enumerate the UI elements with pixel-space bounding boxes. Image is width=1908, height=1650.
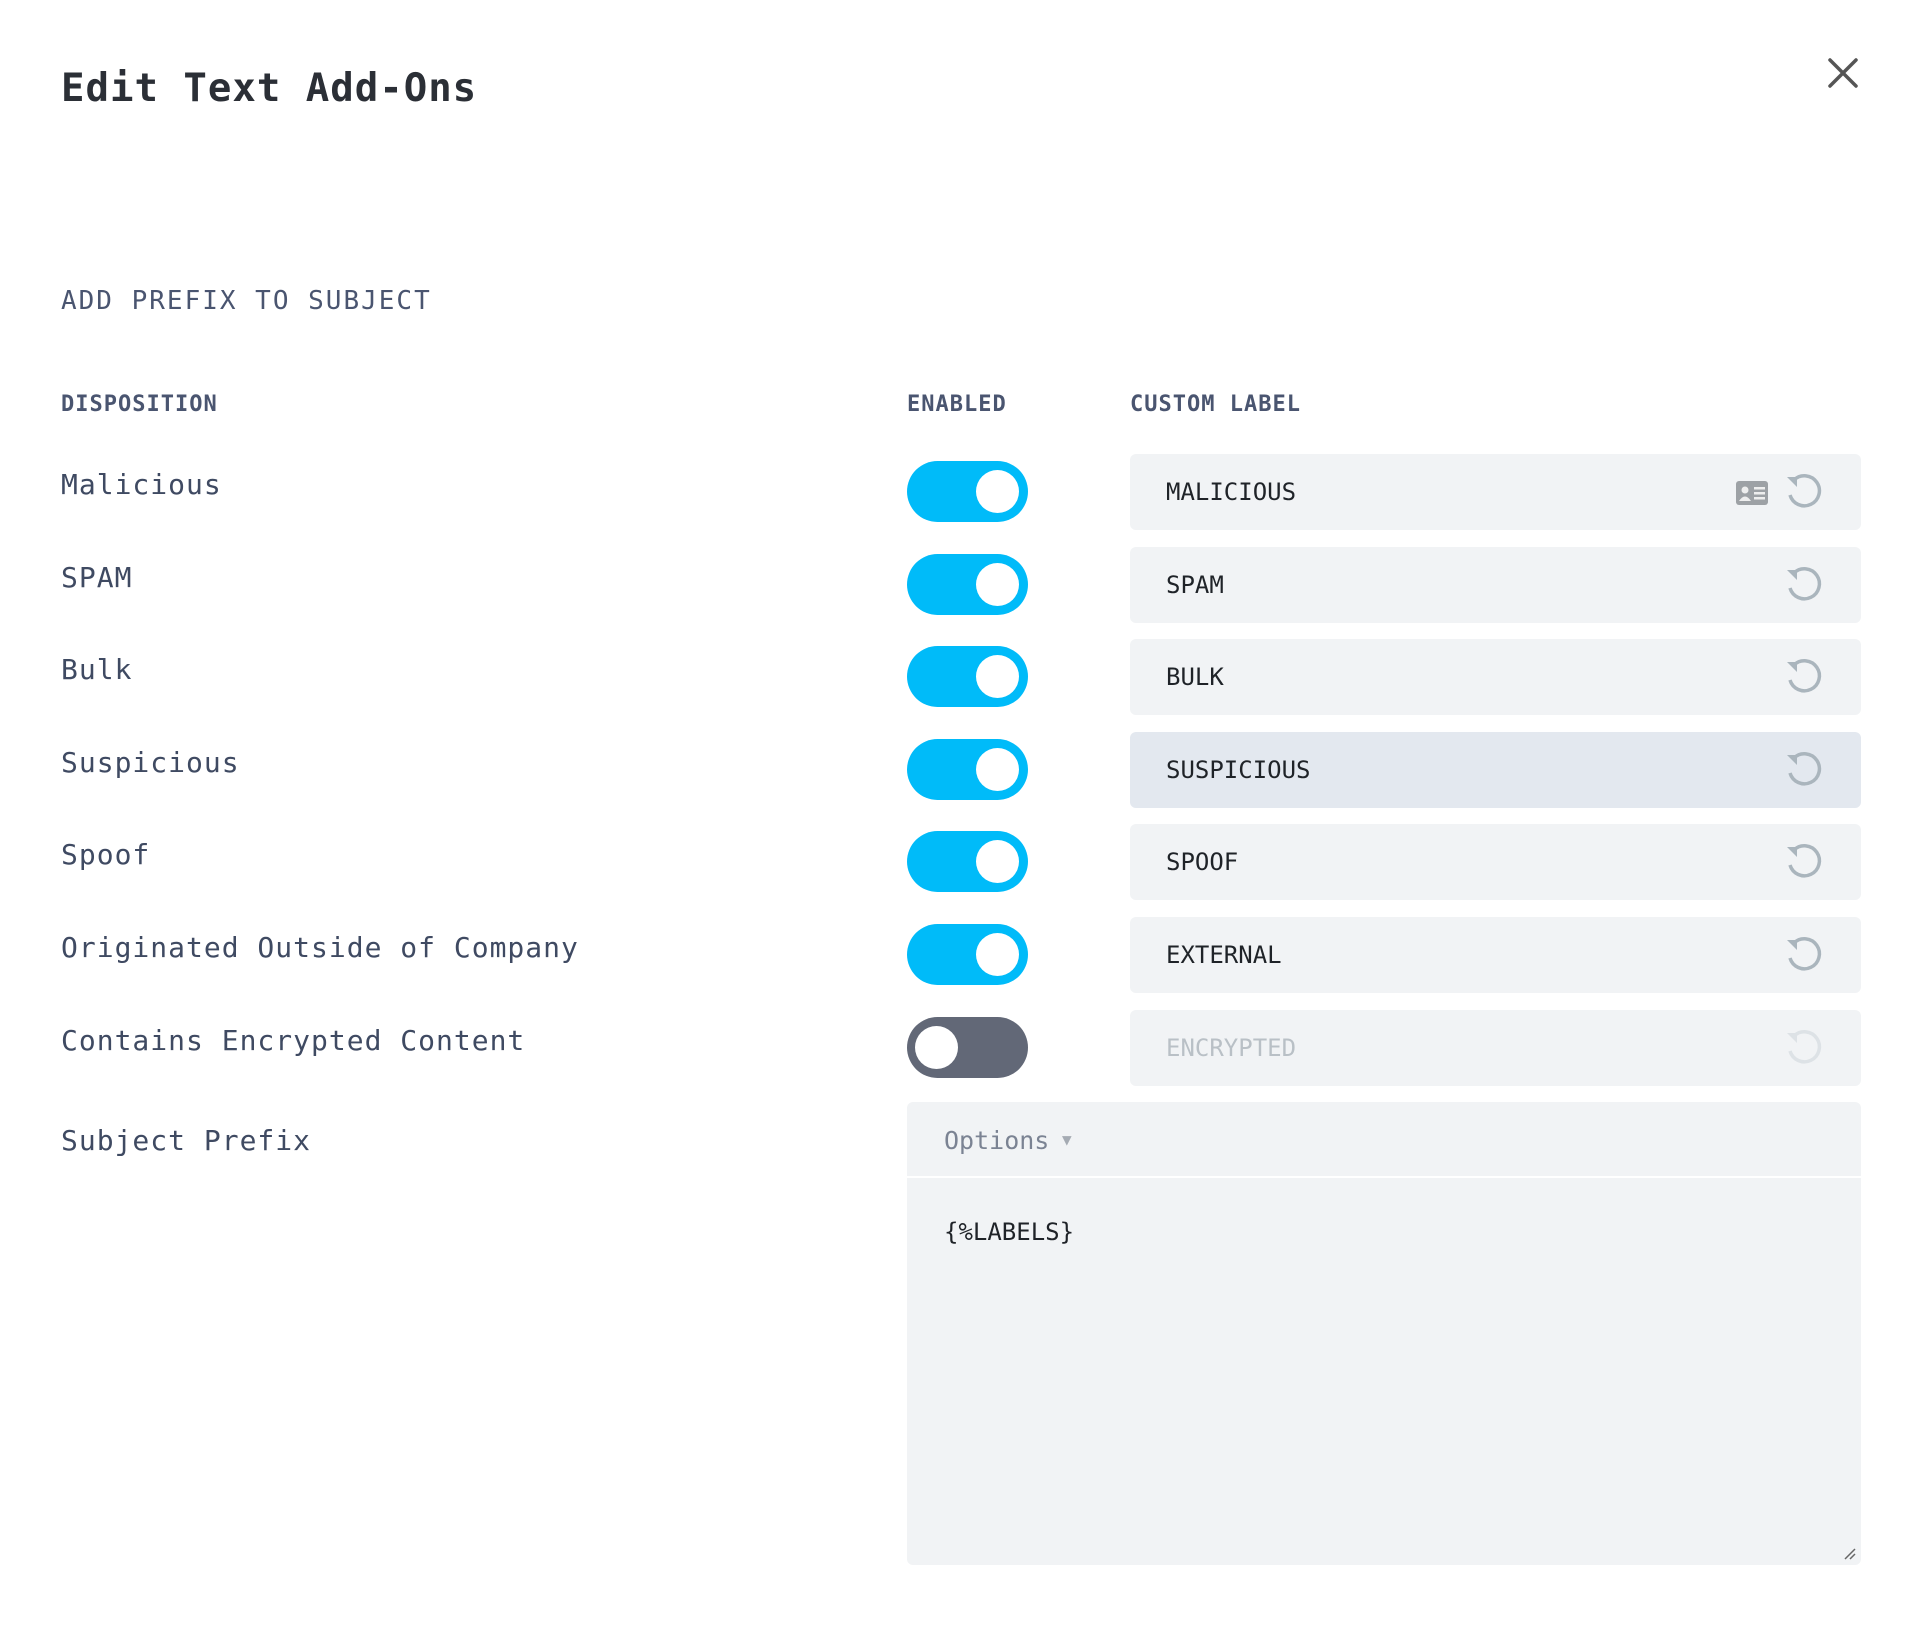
toggle-knob: [976, 933, 1019, 976]
toggle-knob: [976, 747, 1019, 791]
toggle-knob: [976, 562, 1019, 606]
custom-label-input[interactable]: SUSPICIOUS: [1130, 731, 1861, 808]
reset-icon[interactable]: [1783, 841, 1825, 883]
disposition-label: Spoof: [61, 838, 151, 872]
reset-icon[interactable]: [1783, 471, 1825, 513]
id-card-icon[interactable]: [1735, 480, 1769, 506]
options-dropdown[interactable]: Options ▼: [907, 1102, 1861, 1178]
disposition-label: Originated Outside of Company: [61, 931, 579, 964]
enabled-toggle[interactable]: [907, 924, 1028, 985]
custom-label-value: BULK: [1166, 663, 1224, 692]
toggle-knob: [915, 1025, 958, 1069]
disposition-label: Suspicious: [61, 745, 240, 779]
section-title: ADD PREFIX TO SUBJECT: [61, 286, 432, 316]
dialog-title: Edit Text Add-Ons: [61, 66, 478, 111]
custom-label-input[interactable]: BULK: [1130, 639, 1861, 716]
disposition-label: Bulk: [61, 653, 133, 687]
reset-icon[interactable]: [1783, 564, 1825, 606]
disposition-row: Bulk BULK: [0, 639, 1908, 716]
subject-prefix-label: Subject Prefix: [61, 1124, 312, 1157]
custom-label-input[interactable]: SPAM: [1130, 546, 1861, 623]
enabled-toggle[interactable]: [907, 831, 1028, 893]
disposition-row: Spoof SPOOF: [0, 824, 1908, 901]
disposition-row: SPAM SPAM: [0, 546, 1908, 623]
enabled-toggle[interactable]: [907, 646, 1028, 708]
custom-label-value: SPOOF: [1166, 848, 1239, 877]
custom-label-value: ENCRYPTED: [1166, 1033, 1297, 1062]
disposition-row: Contains Encrypted Content ENCRYPTED: [0, 1009, 1908, 1086]
enabled-toggle[interactable]: [907, 738, 1028, 800]
column-header-disposition: DISPOSITION: [61, 392, 218, 417]
enabled-toggle[interactable]: [907, 553, 1028, 615]
reset-icon[interactable]: [1783, 934, 1825, 976]
disposition-label: SPAM: [61, 560, 133, 594]
custom-label-value: SPAM: [1166, 570, 1224, 599]
subject-prefix-editor: Options ▼ {%LABELS}: [907, 1102, 1861, 1565]
close-icon[interactable]: [1822, 52, 1864, 94]
enabled-toggle[interactable]: [907, 461, 1028, 522]
enabled-toggle[interactable]: [907, 1016, 1028, 1078]
caret-down-icon: ▼: [1062, 1130, 1072, 1149]
disposition-row: Malicious MALICIOUS: [0, 454, 1908, 530]
toggle-knob: [976, 470, 1019, 513]
custom-label-value: EXTERNAL: [1166, 941, 1282, 969]
custom-label-input[interactable]: MALICIOUS: [1130, 454, 1861, 530]
resize-handle-icon[interactable]: [1841, 1545, 1857, 1561]
disposition-row: Originated Outside of Company EXTERNAL: [0, 917, 1908, 993]
column-header-enabled: ENABLED: [907, 392, 1007, 417]
disposition-row: Suspicious SUSPICIOUS: [0, 731, 1908, 808]
toggle-knob: [976, 655, 1019, 699]
toggle-knob: [976, 840, 1019, 884]
custom-label-input[interactable]: SPOOF: [1130, 824, 1861, 901]
column-header-custom-label: CUSTOM LABEL: [1130, 392, 1301, 417]
reset-icon[interactable]: [1783, 1027, 1825, 1069]
custom-label-value: SUSPICIOUS: [1166, 755, 1311, 784]
subject-prefix-textarea[interactable]: {%LABELS}: [944, 1218, 1075, 1246]
custom-label-input[interactable]: EXTERNAL: [1130, 917, 1861, 993]
custom-label-value: MALICIOUS: [1166, 478, 1297, 506]
disposition-label: Malicious: [61, 468, 222, 501]
reset-icon[interactable]: [1783, 749, 1825, 791]
custom-label-input[interactable]: ENCRYPTED: [1130, 1009, 1861, 1086]
options-label: Options: [944, 1126, 1050, 1155]
reset-icon[interactable]: [1783, 656, 1825, 698]
disposition-label: Contains Encrypted Content: [61, 1023, 526, 1057]
